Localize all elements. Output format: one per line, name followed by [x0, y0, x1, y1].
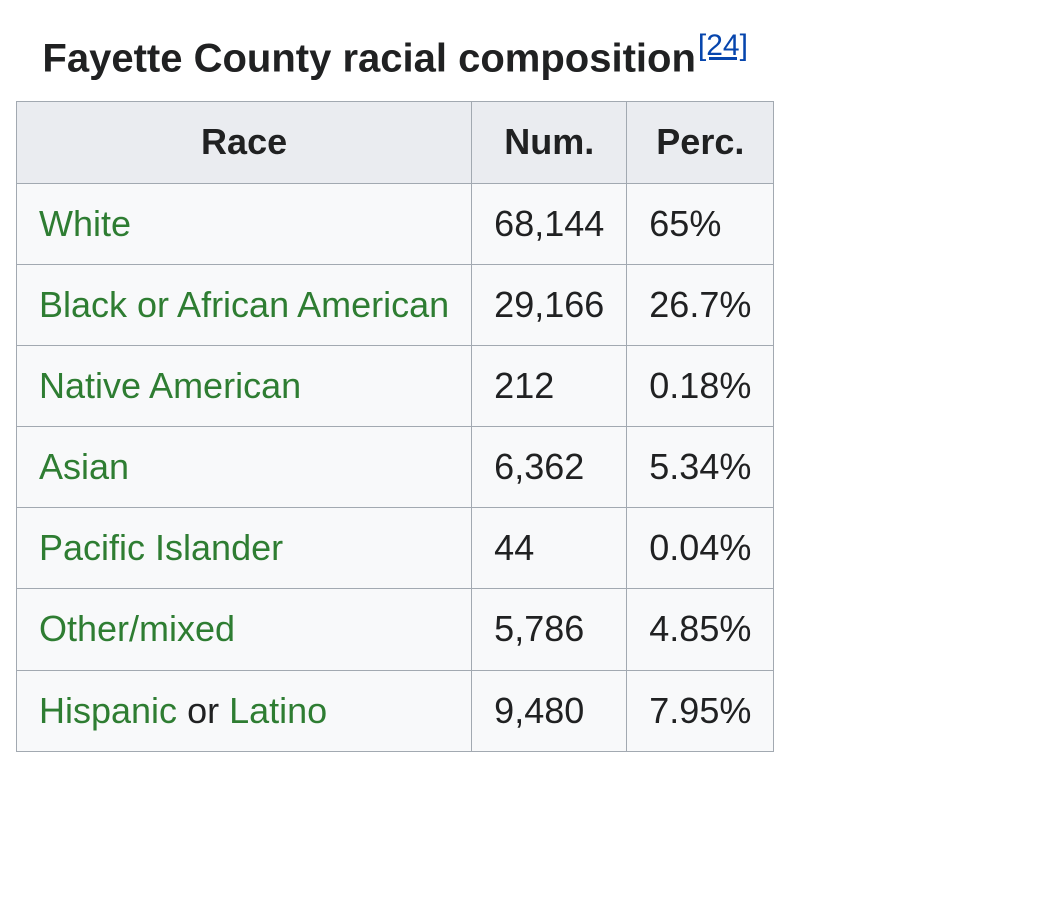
caption-text: Fayette County racial composition [42, 36, 695, 80]
perc-cell: 26.7% [627, 264, 774, 345]
racial-composition-table: Fayette County racial composition[24] Ra… [16, 16, 774, 752]
col-perc: Perc. [627, 102, 774, 183]
reference-link[interactable]: [24] [696, 29, 748, 62]
race-cell: Other/mixed [17, 589, 472, 670]
num-cell: 68,144 [472, 183, 627, 264]
race-link[interactable]: Native American [39, 365, 301, 406]
num-cell: 5,786 [472, 589, 627, 670]
table-body: White 68,14465% Black or African American 2… [17, 183, 774, 751]
race-cell: Asian [17, 427, 472, 508]
race-link[interactable]: White [39, 203, 131, 244]
perc-cell: 5.34% [627, 427, 774, 508]
table-header-row: Race Num. Perc. [17, 102, 774, 183]
num-cell: 9,480 [472, 670, 627, 751]
race-text: or [177, 690, 229, 731]
table-row: White 68,14465% [17, 183, 774, 264]
perc-cell: 4.85% [627, 589, 774, 670]
race-link[interactable]: Latino [229, 690, 327, 731]
race-cell: White [17, 183, 472, 264]
num-cell: 212 [472, 345, 627, 426]
num-cell: 29,166 [472, 264, 627, 345]
table-caption: Fayette County racial composition[24] [16, 16, 774, 101]
table-row: Asian 6,3625.34% [17, 427, 774, 508]
table-row: Native American 2120.18% [17, 345, 774, 426]
num-cell: 44 [472, 508, 627, 589]
race-link[interactable]: Pacific Islander [39, 527, 283, 568]
table-row: Hispanic or Latino9,4807.95% [17, 670, 774, 751]
race-link[interactable]: Black or African American [39, 284, 449, 325]
perc-cell: 7.95% [627, 670, 774, 751]
num-cell: 6,362 [472, 427, 627, 508]
perc-cell: 65% [627, 183, 774, 264]
race-link[interactable]: Other/mixed [39, 608, 235, 649]
col-num: Num. [472, 102, 627, 183]
table-row: Other/mixed 5,7864.85% [17, 589, 774, 670]
race-link[interactable]: Hispanic [39, 690, 177, 731]
race-cell: Pacific Islander [17, 508, 472, 589]
perc-cell: 0.18% [627, 345, 774, 426]
col-race: Race [17, 102, 472, 183]
table-row: Pacific Islander 440.04% [17, 508, 774, 589]
table-row: Black or African American 29,16626.7% [17, 264, 774, 345]
race-cell: Black or African American [17, 264, 472, 345]
perc-cell: 0.04% [627, 508, 774, 589]
race-cell: Native American [17, 345, 472, 426]
race-link[interactable]: Asian [39, 446, 129, 487]
race-cell: Hispanic or Latino [17, 670, 472, 751]
